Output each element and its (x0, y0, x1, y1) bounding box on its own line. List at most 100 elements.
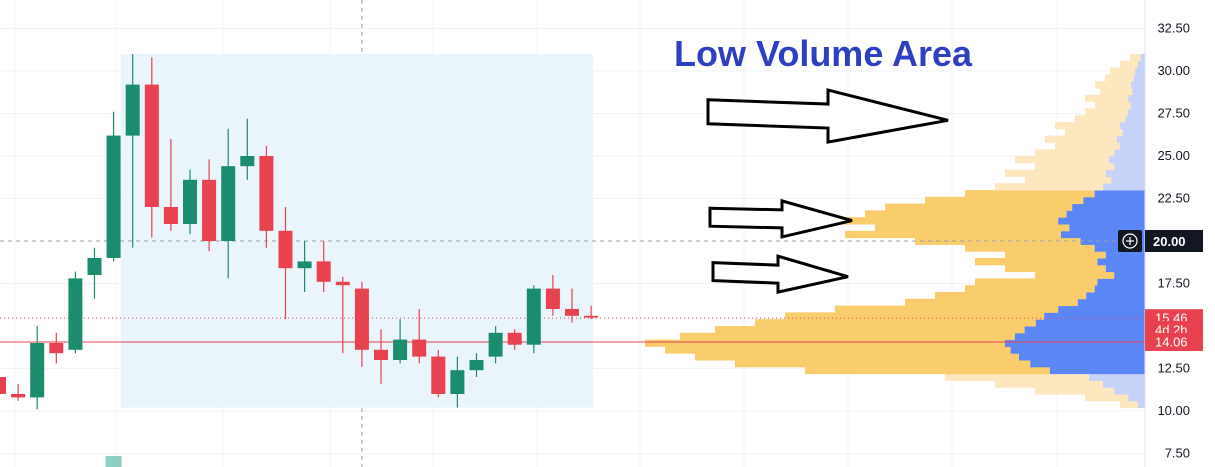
y-tick-label: 27.50 (1157, 106, 1190, 121)
volume-profile-row-dark (1049, 366, 1145, 375)
volume-profile-row-dark (1089, 373, 1145, 381)
volume-bars (105, 456, 122, 467)
volume-profile-row (925, 196, 1084, 205)
y-tick-label: 30.00 (1157, 63, 1190, 78)
volume-profile-row-dark (1030, 360, 1145, 368)
candle-body (87, 258, 102, 275)
volume-profile-row-dark (1097, 258, 1145, 266)
volume-profile-row-dark (1105, 251, 1145, 259)
volume-profile-row (875, 224, 1070, 232)
volume-profile-row (1110, 67, 1136, 75)
volume-profile-row-dark (1077, 298, 1145, 307)
candle (450, 356, 465, 408)
volume-profile-row-dark (1135, 67, 1145, 75)
volume-profile-row (965, 190, 1095, 198)
plus-circle-icon (1122, 233, 1138, 249)
volume-profile-row (1120, 60, 1138, 69)
candle (488, 326, 503, 364)
candle (202, 159, 217, 252)
candle (278, 207, 293, 320)
volume-profile-row (1045, 135, 1117, 143)
volume-profile-row (1095, 101, 1131, 109)
volume-profile-row (1120, 400, 1138, 409)
volume-profile-row-dark (1111, 176, 1145, 184)
volume-profile-row-dark (1058, 305, 1145, 313)
volume-profile-row (935, 292, 1087, 300)
volume-profile-row-dark (1122, 128, 1145, 137)
candle (431, 349, 446, 398)
volume-profile-row (680, 332, 1015, 341)
volume-profile-row (715, 326, 1025, 334)
volume-profile-row (995, 183, 1103, 191)
volume-profile-row (865, 210, 1067, 218)
volume-profile-row (965, 244, 1095, 252)
candle-body (488, 332, 503, 357)
candle-body (450, 370, 465, 394)
annotation-title: Low Volume Area (674, 33, 973, 74)
volume-profile-row (665, 346, 1011, 354)
candle (297, 241, 312, 292)
candle-body (221, 166, 236, 241)
volume-profile-row-dark (1138, 60, 1145, 69)
candle-body (30, 343, 45, 398)
candle (68, 271, 83, 354)
candle (335, 276, 350, 354)
crosshair-price-badge (1145, 230, 1203, 252)
volume-profile-row-dark (1128, 94, 1145, 103)
candle (125, 54, 140, 248)
candle (393, 319, 408, 364)
y-tick-label: 25.00 (1157, 148, 1190, 163)
candle-body (68, 278, 83, 350)
volume-profile-row (1025, 176, 1112, 184)
candle-body (431, 356, 446, 394)
volume-profile-row (645, 339, 1005, 347)
candle-body (584, 315, 599, 318)
volume-profile-row (1005, 169, 1106, 177)
volume-profile-row-dark (1119, 122, 1145, 130)
candle (0, 377, 6, 394)
candle-body (0, 377, 6, 394)
volume-profile-row-dark (1005, 339, 1145, 347)
candle-body (240, 156, 255, 167)
volume-profile-row-dark (1044, 312, 1145, 320)
volume-profile-row-dark (1128, 108, 1145, 116)
candle-body (565, 309, 579, 316)
candle-body (278, 230, 293, 269)
volume-profile-row-dark (1024, 326, 1145, 334)
candle (163, 139, 178, 231)
volume-profile-row-dark (1094, 285, 1145, 293)
candle-body (469, 360, 484, 371)
volume-profile-row (1100, 88, 1133, 96)
candle (565, 288, 579, 323)
crosshair-price-label: 20.00 (1153, 234, 1186, 249)
volume-profile-row (995, 380, 1103, 388)
volume-profile-row (1035, 387, 1115, 395)
candle-body (259, 156, 274, 231)
volume-profile-row-dark (1014, 332, 1145, 341)
volume-profile-row (1085, 94, 1129, 103)
candle-body (297, 261, 312, 269)
volume-profile-row-dark (1010, 346, 1145, 354)
candle-body (412, 339, 427, 357)
volume-profile-row (945, 373, 1089, 381)
volume-profile-row-dark (1105, 264, 1145, 273)
volume-profile-row (975, 258, 1098, 266)
volume-profile-row-dark (1131, 81, 1145, 89)
volume-profile-row (1015, 156, 1109, 164)
volume-profile-row-dark (1058, 217, 1145, 225)
candle-body (183, 179, 197, 224)
volume-profile-row-dark (1132, 88, 1145, 96)
volume-profile-row (1055, 142, 1120, 150)
candle-body (11, 394, 26, 398)
volume-profile-row (1085, 108, 1129, 116)
volume-profile-row-dark (1119, 142, 1145, 150)
candle (144, 57, 159, 238)
volume-profile-row (885, 203, 1073, 211)
candle (469, 353, 484, 377)
volume-profile-row-dark (1072, 203, 1145, 211)
volume-profile-row (1065, 128, 1123, 137)
volume-profile-row-dark (1114, 387, 1145, 395)
